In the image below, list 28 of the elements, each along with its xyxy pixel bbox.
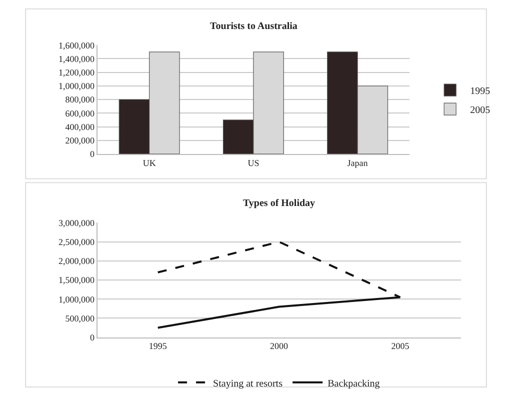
x-tick-label: US	[248, 158, 260, 168]
x-tick-label: 2000	[270, 341, 289, 352]
y-tick-label: 1,400,000	[58, 54, 95, 64]
y-tick-label: 1,200,000	[58, 67, 95, 78]
y-tick-label: 2,500,000	[58, 236, 95, 247]
y-tick-label: 1,000,000	[58, 294, 95, 304]
x-tick-label: Japan	[347, 158, 368, 168]
y-tick-label: 500,000	[65, 313, 95, 324]
y-tick-label: 2,000,000	[58, 256, 95, 266]
y-tick-label: 1,000,000	[58, 81, 95, 92]
x-tick-label: 2005	[391, 341, 410, 352]
x-tick-label: UK	[142, 158, 156, 168]
y-tick-label: 400,000	[65, 122, 95, 132]
y-tick-label: 600,000	[65, 108, 95, 118]
legend-label: 1995	[470, 86, 490, 97]
legend-label: Backpacking	[328, 378, 380, 390]
y-tick-label: 0	[90, 149, 95, 160]
y-tick-label: 3,000,000	[58, 218, 95, 228]
y-tick-label: 800,000	[65, 94, 95, 105]
legend-label: 2005	[470, 104, 490, 116]
y-tick-label: 1,500,000	[58, 275, 95, 286]
chart-title: Tourists to Australia	[210, 21, 298, 32]
legend-label: Staying at resorts	[213, 378, 283, 390]
y-tick-label: 0	[90, 332, 95, 342]
x-tick-label: 1995	[148, 341, 168, 352]
y-tick-label: 1,600,000	[58, 40, 95, 50]
y-tick-label: 200,000	[65, 136, 95, 146]
chart-title: Types of Holiday	[243, 198, 316, 209]
